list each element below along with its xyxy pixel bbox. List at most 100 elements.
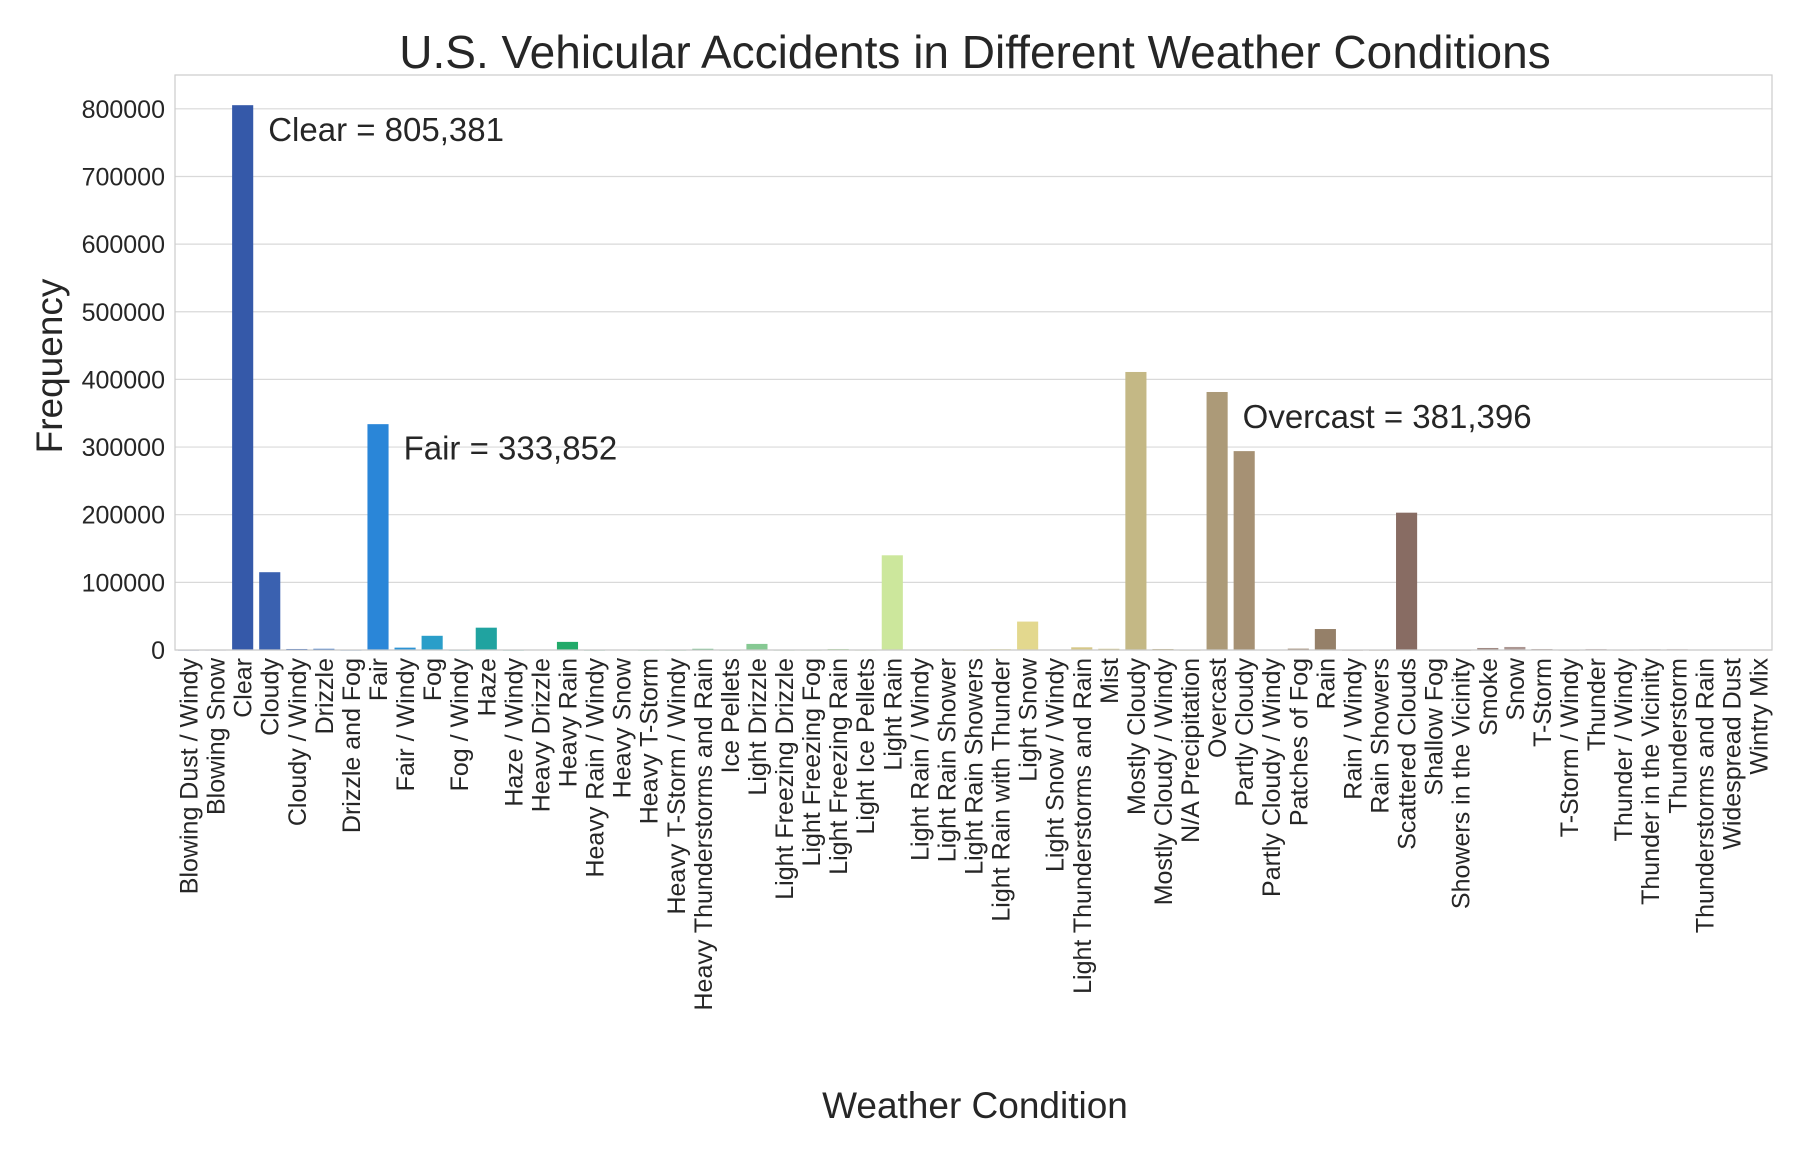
bar — [1504, 646, 1526, 650]
x-tick-label: Widespread Dust — [1718, 658, 1746, 850]
x-tick-label: Heavy T-Storm — [636, 658, 664, 824]
chart-title: U.S. Vehicular Accidents in Different We… — [399, 26, 1550, 78]
x-tick-label: Haze — [473, 658, 501, 716]
x-tick-label: Light Rain — [879, 658, 907, 771]
x-tick-label: Cloudy / Windy — [284, 658, 312, 827]
annotation-label: Overcast = 381,396 — [1243, 398, 1532, 435]
x-tick-label: Thunderstorm — [1664, 658, 1692, 814]
y-tick-label: 800000 — [82, 96, 165, 124]
x-tick-label: Light Snow — [1015, 657, 1043, 782]
x-tick-label: Mostly Cloudy / Windy — [1150, 658, 1178, 906]
x-tick-label: Haze / Windy — [500, 658, 528, 807]
x-tick-label: Light Rain Showers — [961, 658, 989, 875]
bar — [746, 643, 768, 650]
x-tick-label: Heavy T-Storm / Windy — [663, 658, 691, 915]
y-tick-labels: 0 100000 200000 300000 400000 500000 600000 700… — [82, 96, 165, 665]
x-tick-label: Heavy Rain — [554, 658, 582, 787]
x-tick-label: Light Rain / Windy — [906, 658, 934, 861]
x-tick-label: Drizzle and Fog — [338, 658, 366, 833]
x-tick-label: N/A Precipitation — [1177, 658, 1205, 843]
x-tick-label: Fog / Windy — [446, 658, 474, 792]
x-tick-label: Light Freezing Fog — [798, 658, 826, 866]
x-tick-label: Snow — [1502, 657, 1530, 720]
bar — [1233, 451, 1255, 650]
x-tick-label: Thunder / Windy — [1610, 658, 1638, 842]
y-tick-label: 700000 — [82, 163, 165, 191]
x-tick-label: Smoke — [1475, 658, 1503, 736]
x-tick-label: Rain Showers — [1367, 658, 1395, 814]
bar — [1477, 647, 1499, 650]
x-tick-label: Light Rain with Thunder — [988, 658, 1016, 922]
x-tick-labels: Blowing Dust / Windy Blowing Snow Clear Clo… — [176, 657, 1774, 1010]
x-tick-label: Partly Cloudy — [1231, 658, 1259, 807]
bar — [313, 648, 335, 650]
x-tick-label: Light Rain Shower — [933, 658, 961, 862]
annotation-label: Fair = 333,852 — [404, 430, 618, 467]
y-tick-label: 600000 — [82, 231, 165, 259]
x-tick-label: Heavy Rain / Windy — [582, 658, 610, 878]
bar — [367, 424, 389, 650]
bar — [475, 627, 497, 650]
x-tick-label: Patches of Fog — [1285, 658, 1313, 826]
bar — [1314, 629, 1336, 650]
x-tick-label: Blowing Dust / Windy — [176, 658, 204, 895]
y-tick-label: 100000 — [82, 569, 165, 597]
x-tick-label: Heavy Drizzle — [527, 658, 555, 812]
x-tick-label: Fair / Windy — [392, 658, 420, 792]
y-tick-label: 0 — [151, 637, 165, 665]
x-tick-label: Clear — [230, 658, 258, 718]
x-tick-label: Light Snow / Windy — [1042, 658, 1070, 872]
x-tick-label: Partly Cloudy / Windy — [1258, 658, 1286, 897]
x-tick-label: Thunder — [1583, 658, 1611, 751]
bar — [1287, 648, 1309, 650]
bar — [1098, 648, 1120, 650]
x-tick-label: Wintry Mix — [1745, 658, 1773, 775]
bar — [232, 105, 254, 650]
bar — [692, 648, 714, 650]
x-tick-label: Rain — [1312, 658, 1340, 709]
bar — [421, 635, 443, 650]
x-tick-label: Overcast — [1204, 658, 1232, 758]
x-tick-label: Cloudy — [257, 658, 285, 736]
x-tick-label: Light Freezing Rain — [825, 658, 853, 875]
x-tick-label: Fair — [365, 658, 393, 701]
bar — [556, 641, 579, 650]
bar — [1206, 391, 1228, 650]
y-tick-label: 300000 — [82, 434, 165, 462]
x-tick-label: Rain / Windy — [1339, 658, 1367, 800]
x-tick-label: Heavy Snow — [609, 657, 637, 798]
x-tick-label: Light Thunderstorms and Rain — [1069, 658, 1097, 994]
x-tick-label: Mostly Cloudy — [1123, 658, 1151, 815]
x-tick-label: Thunderstorms and Rain — [1691, 658, 1719, 933]
x-tick-label: T-Storm / Windy — [1556, 658, 1584, 838]
annotation-label: Clear = 805,381 — [268, 111, 504, 148]
x-tick-label: T-Storm — [1529, 658, 1557, 747]
bar — [1125, 371, 1147, 650]
x-tick-label: Shallow Fog — [1421, 658, 1449, 796]
x-tick-label: Ice Pellets — [717, 658, 745, 773]
y-tick-label: 500000 — [82, 299, 165, 327]
bar — [1017, 621, 1039, 650]
annotations: Clear = 805,381 Fair = 333,852 Overcast = … — [268, 111, 1531, 467]
bar — [1396, 512, 1418, 650]
x-axis-label: Weather Condition — [822, 1085, 1128, 1126]
bar — [259, 572, 281, 650]
x-tick-label: Scattered Clouds — [1394, 658, 1422, 850]
bar — [394, 647, 416, 650]
bar — [1071, 647, 1093, 650]
plot-frame — [174, 74, 1773, 651]
x-tick-label: Drizzle — [311, 658, 339, 734]
bar — [881, 555, 903, 650]
x-tick-label: Thunder in the Vicinity — [1637, 658, 1665, 905]
x-tick-label: Fog — [419, 658, 447, 701]
y-tick-label: 200000 — [82, 502, 165, 530]
x-tick-label: Light Freezing Drizzle — [771, 658, 799, 900]
x-tick-label: Blowing Snow — [203, 657, 231, 815]
x-tick-label: Heavy Thunderstorms and Rain — [690, 658, 718, 1011]
x-tick-label: Light Drizzle — [744, 658, 772, 796]
x-tick-label: Mist — [1096, 658, 1124, 704]
y-tick-label: 400000 — [82, 366, 165, 394]
x-tick-label: Light Ice Pellets — [852, 658, 880, 835]
x-tick-label: Showers in the Vicinity — [1448, 658, 1476, 910]
